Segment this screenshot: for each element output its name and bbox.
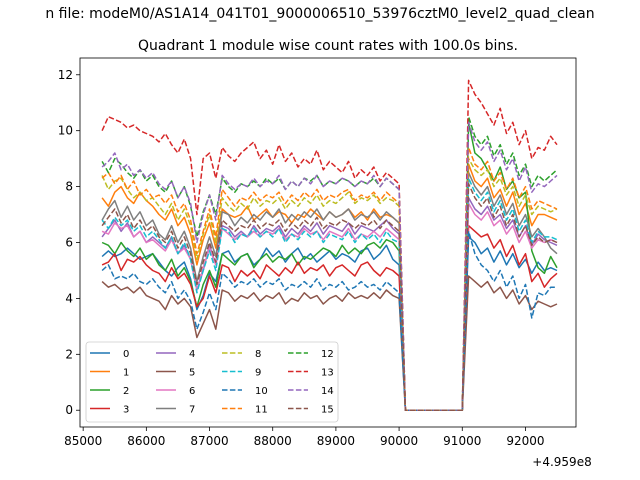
series-line-5: [101, 275, 558, 411]
x-tick-label: 89000: [317, 434, 355, 448]
series-line-2: [101, 121, 558, 411]
legend-label-15: 15: [321, 405, 334, 416]
series-line-7: [101, 171, 558, 411]
x-tick-label: 86000: [127, 434, 165, 448]
x-tick-label: 90000: [380, 434, 418, 448]
y-tick-label: 2: [65, 347, 73, 361]
series-line-11: [101, 146, 558, 411]
legend-label-10: 10: [255, 386, 268, 397]
series-line-14: [101, 121, 558, 411]
y-tick-label: 10: [58, 124, 73, 138]
plot-title: Quadrant 1 module wise count rates with …: [138, 38, 518, 54]
x-tick-label: 92000: [506, 434, 544, 448]
legend-label-9: 9: [255, 368, 261, 379]
legend-label-2: 2: [123, 386, 129, 397]
series-line-9: [101, 177, 558, 411]
x-tick-label: 91000: [443, 434, 481, 448]
legend-label-13: 13: [321, 368, 334, 379]
legend-label-12: 12: [321, 349, 334, 360]
legend-label-4: 4: [189, 349, 195, 360]
legend-label-8: 8: [255, 349, 261, 360]
y-tick-label: 12: [58, 68, 73, 82]
legend-label-0: 0: [123, 349, 129, 360]
plot-frame: [79, 57, 577, 428]
legend-label-1: 1: [123, 368, 129, 379]
legend-label-11: 11: [255, 405, 268, 416]
legend-frame: [85, 341, 339, 423]
x-offset-label: +4.959e8: [532, 455, 591, 469]
legend-label-3: 3: [123, 405, 129, 416]
y-tick-label: 4: [65, 291, 73, 305]
series-line-15: [101, 183, 558, 411]
x-tick-label: 87000: [190, 434, 228, 448]
legend-label-6: 6: [189, 386, 195, 397]
legend-label-7: 7: [189, 405, 195, 416]
series-line-3: [101, 224, 558, 411]
figure-suptitle: n file: modeM0/AS1A14_041T01_9000006510_…: [45, 6, 594, 22]
legend-label-14: 14: [321, 386, 334, 397]
y-tick-label: 0: [65, 403, 73, 417]
series-layer: [101, 79, 558, 411]
y-tick-label: 8: [65, 180, 73, 194]
series-line-13: [101, 79, 558, 411]
x-tick-label: 85000: [64, 434, 102, 448]
series-line-10: [101, 230, 557, 411]
legend-label-5: 5: [189, 368, 195, 379]
series-line-8: [101, 157, 558, 411]
x-tick-label: 88000: [254, 434, 292, 448]
y-tick-label: 6: [65, 236, 73, 250]
axes-layer: 85000 86000 87000 88000 89000 90000 91000 92000…: [58, 68, 545, 448]
